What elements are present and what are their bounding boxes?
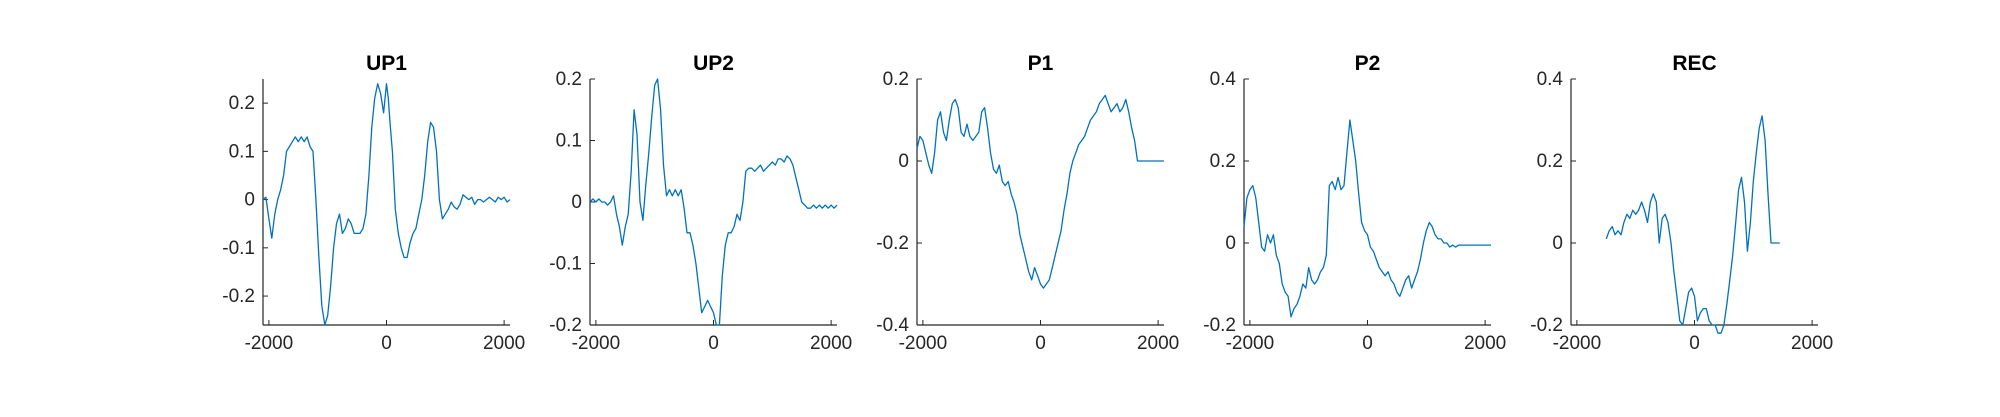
y-tick-label: -0.2 [549,315,582,336]
y-tick-label: -0.2 [1203,315,1236,336]
x-tick-label: 2000 [810,333,852,354]
series-line [1605,115,1780,334]
x-tick-label: 0 [1035,333,1046,354]
y-tick-label: 0.2 [229,93,255,114]
y-tick-label: -0.2 [222,286,255,307]
panel-p1: P1 -2000 0 2000 -0.4 -0.2 0 0.2 [876,52,1179,354]
y-tick-label: -0.1 [222,238,255,259]
x-tick-label: 2000 [1464,333,1506,354]
y-tick-label: 0 [1552,233,1563,254]
y-tick-label: 0 [898,151,909,172]
panel-rec: REC -2000 0 2000 -0.2 0 0.2 0.4 [1530,52,1833,354]
panel-title: P1 [1028,52,1054,75]
panel-title: UP2 [693,52,734,75]
x-tick-label: 2000 [1791,333,1833,354]
y-tick-label: 0.1 [556,131,582,152]
x-tick-label: 0 [1689,333,1700,354]
series-line [916,94,1164,289]
panel-title: P2 [1355,52,1381,75]
x-tick-label: -2000 [245,333,294,354]
x-tick-label: -2000 [899,333,948,354]
y-tick-label: 0.2 [1537,151,1563,172]
y-tick-label: -0.1 [549,254,582,275]
x-tick-label: 0 [708,333,719,354]
x-tick-label: -2000 [1553,333,1602,354]
y-tick-label: 0.4 [1210,69,1237,90]
x-tick-label: 2000 [483,333,525,354]
y-tick-label: 0.4 [1537,69,1564,90]
panel-up2: UP2 -2000 0 2000 -0.2 -0.1 0 0.1 0.2 [549,52,852,354]
y-tick-label: 0.2 [556,69,582,90]
series-line [262,83,511,326]
y-tick-label: 0.2 [883,69,909,90]
y-tick-label: -0.4 [876,315,909,336]
y-tick-label: -0.2 [1530,315,1563,336]
x-tick-label: -2000 [1226,333,1275,354]
series-line [1243,119,1491,318]
panel-p2: P2 -2000 0 2000 -0.2 0 0.2 0.4 [1203,52,1506,354]
y-tick-label: 0.2 [1210,151,1236,172]
series-line [589,78,838,326]
panel-title: REC [1672,52,1716,75]
y-tick-label: 0 [1225,233,1236,254]
x-tick-label: 0 [381,333,392,354]
x-tick-label: -2000 [572,333,621,354]
panel-title: UP1 [366,52,407,75]
panel-up1: UP1 -2000 0 2000 -0.2 -0.1 0 0.1 0.2 [222,52,525,354]
y-tick-label: 0.1 [229,141,255,162]
y-tick-label: -0.2 [876,233,909,254]
x-tick-label: 0 [1362,333,1373,354]
y-tick-label: 0 [244,190,255,211]
x-tick-label: 2000 [1137,333,1179,354]
y-tick-label: 0 [571,192,582,213]
